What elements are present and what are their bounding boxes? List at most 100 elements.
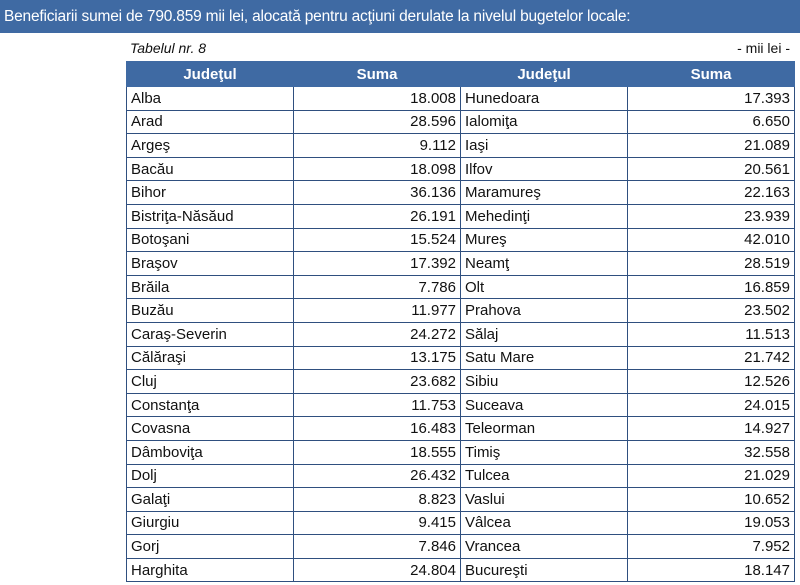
- amount-left: 9.112: [293, 133, 461, 158]
- column-header-county-right: Judeţul: [460, 61, 628, 87]
- county-name-right: Hunedoara: [460, 86, 628, 111]
- amount-right: 24.015: [627, 392, 795, 418]
- beneficiaries-table: Judeţul Suma Judeţul Suma Alba 18.008 Hune…: [126, 61, 795, 583]
- county-name-right: Sălaj: [460, 321, 628, 347]
- amount-left: 26.432: [293, 463, 461, 489]
- amount-left: 15.524: [293, 227, 461, 253]
- column-header-amount-left: Suma: [293, 61, 461, 87]
- table-row: Bihor 36.136 Maramureş 22.163: [126, 180, 795, 205]
- amount-left: 28.596: [293, 109, 461, 135]
- table-row: Braşov 17.392 Neamţ 28.519: [126, 251, 795, 276]
- amount-right: 6.650: [627, 109, 795, 135]
- table-row: Bacău 18.098 Ilfov 20.561: [126, 156, 795, 182]
- amount-right: 14.927: [627, 416, 795, 441]
- amount-left: 18.008: [293, 86, 461, 111]
- table-unit-label: - mii lei -: [737, 40, 790, 56]
- amount-left: 18.098: [293, 156, 461, 182]
- county-name-left: Braşov: [126, 251, 294, 276]
- amount-left: 9.415: [293, 510, 461, 536]
- amount-left: 23.682: [293, 369, 461, 394]
- table-row: Dâmboviţa 18.555 Timiş 32.558: [126, 439, 795, 465]
- table-row: Covasna 16.483 Teleorman 14.927: [126, 416, 795, 441]
- county-name-right: Maramureş: [460, 180, 628, 205]
- amount-right: 28.519: [627, 251, 795, 276]
- amount-left: 11.977: [293, 298, 461, 323]
- amount-left: 7.846: [293, 534, 461, 559]
- county-name-right: Iaşi: [460, 133, 628, 158]
- amount-left: 17.392: [293, 251, 461, 276]
- county-name-right: Suceava: [460, 392, 628, 418]
- county-name-right: Olt: [460, 274, 628, 300]
- amount-right: 19.053: [627, 510, 795, 536]
- county-name-left: Brăila: [126, 274, 294, 300]
- county-name-left: Caraş-Severin: [126, 321, 294, 347]
- amount-right: 11.513: [627, 321, 795, 347]
- table-row: Cluj 23.682 Sibiu 12.526: [126, 369, 795, 394]
- table-row: Brăila 7.786 Olt 16.859: [126, 274, 795, 300]
- table-row: Gorj 7.846 Vrancea 7.952: [126, 534, 795, 559]
- county-name-right: Mureş: [460, 227, 628, 253]
- county-name-left: Alba: [126, 86, 294, 111]
- amount-left: 11.753: [293, 392, 461, 418]
- county-name-left: Arad: [126, 109, 294, 135]
- amount-right: 32.558: [627, 439, 795, 465]
- table-row: Alba 18.008 Hunedoara 17.393: [126, 86, 795, 111]
- county-name-right: Sibiu: [460, 369, 628, 394]
- county-name-right: Mehedinţi: [460, 203, 628, 229]
- county-name-left: Argeş: [126, 133, 294, 158]
- amount-right: 23.502: [627, 298, 795, 323]
- amount-left: 24.272: [293, 321, 461, 347]
- county-name-right: Teleorman: [460, 416, 628, 441]
- county-name-right: Timiş: [460, 439, 628, 465]
- county-name-left: Giurgiu: [126, 510, 294, 536]
- amount-right: 12.526: [627, 369, 795, 394]
- county-name-left: Constanţa: [126, 392, 294, 418]
- county-name-left: Covasna: [126, 416, 294, 441]
- table-row: Buzău 11.977 Prahova 23.502: [126, 298, 795, 323]
- column-header-amount-right: Suma: [627, 61, 795, 87]
- table-row: Dolj 26.432 Tulcea 21.029: [126, 463, 795, 489]
- county-name-left: Dâmboviţa: [126, 439, 294, 465]
- county-name-right: Tulcea: [460, 463, 628, 489]
- table-header-row: Judeţul Suma Judeţul Suma: [126, 61, 795, 87]
- county-name-left: Harghita: [126, 557, 294, 583]
- amount-right: 20.561: [627, 156, 795, 182]
- amount-left: 16.483: [293, 416, 461, 441]
- county-name-left: Galaţi: [126, 487, 294, 512]
- amount-left: 36.136: [293, 180, 461, 205]
- county-name-left: Gorj: [126, 534, 294, 559]
- column-header-county-left: Judeţul: [126, 61, 294, 87]
- amount-left: 18.555: [293, 439, 461, 465]
- table-body: Alba 18.008 Hunedoara 17.393 Arad 28.596 Ialom…: [126, 86, 795, 583]
- county-name-left: Bistriţa-Năsăud: [126, 203, 294, 229]
- table-row: Giurgiu 9.415 Vâlcea 19.053: [126, 510, 795, 536]
- amount-right: 10.652: [627, 487, 795, 512]
- county-name-right: Bucureşti: [460, 557, 628, 583]
- county-name-left: Dolj: [126, 463, 294, 489]
- amount-right: 17.393: [627, 86, 795, 111]
- county-name-left: Călăraşi: [126, 345, 294, 371]
- table-row: Constanţa 11.753 Suceava 24.015: [126, 392, 795, 418]
- amount-left: 24.804: [293, 557, 461, 583]
- amount-left: 8.823: [293, 487, 461, 512]
- county-name-left: Buzău: [126, 298, 294, 323]
- amount-right: 42.010: [627, 227, 795, 253]
- county-name-right: Ilfov: [460, 156, 628, 182]
- county-name-left: Cluj: [126, 369, 294, 394]
- amount-right: 16.859: [627, 274, 795, 300]
- county-name-right: Vrancea: [460, 534, 628, 559]
- amount-right: 21.089: [627, 133, 795, 158]
- county-name-right: Prahova: [460, 298, 628, 323]
- table-row: Arad 28.596 Ialomiţa 6.650: [126, 109, 795, 135]
- county-name-right: Ialomiţa: [460, 109, 628, 135]
- table-row: Caraş-Severin 24.272 Sălaj 11.513: [126, 321, 795, 347]
- table-row: Bistriţa-Năsăud 26.191 Mehedinţi 23.939: [126, 203, 795, 229]
- amount-left: 26.191: [293, 203, 461, 229]
- amount-left: 13.175: [293, 345, 461, 371]
- county-name-right: Vâlcea: [460, 510, 628, 536]
- county-name-right: Vaslui: [460, 487, 628, 512]
- county-name-left: Bihor: [126, 180, 294, 205]
- county-name-left: Bacău: [126, 156, 294, 182]
- table-row: Galaţi 8.823 Vaslui 10.652: [126, 487, 795, 512]
- amount-right: 7.952: [627, 534, 795, 559]
